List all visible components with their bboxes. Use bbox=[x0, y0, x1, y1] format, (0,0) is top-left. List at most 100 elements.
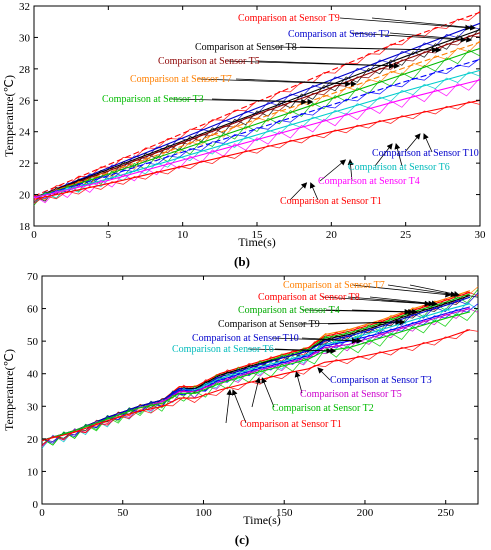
annotation-arrow bbox=[409, 284, 461, 297]
annotation-arrow bbox=[251, 377, 261, 408]
annotation-arrow bbox=[235, 78, 357, 87]
measured-line-t1 bbox=[33, 101, 481, 204]
annotation-arrow bbox=[231, 389, 247, 424]
annotation-label: Comparison at Sensor T4 bbox=[238, 305, 340, 316]
annotation-arrow bbox=[347, 159, 354, 182]
series-line-t7 bbox=[33, 41, 481, 199]
annotation-label: Comparison at Sensor T6 bbox=[348, 162, 450, 173]
annotation-label: Comparison at Sensor T8 bbox=[195, 42, 297, 53]
annotation-arrow bbox=[394, 143, 403, 167]
annotation-label: Comparison at Sensor T3 bbox=[102, 94, 204, 105]
x-tick-label: 0 bbox=[39, 507, 45, 519]
annotation-arrow bbox=[369, 296, 438, 307]
annotation-label: Comparison at Sensor T9 bbox=[218, 319, 320, 330]
annotation-label: Comparison at Sensor T5 bbox=[300, 389, 402, 400]
x-tick-label: 25 bbox=[400, 229, 412, 241]
annotation-arrow bbox=[371, 17, 477, 31]
annotation-arrow bbox=[299, 46, 442, 53]
panel-label-c: (c) bbox=[235, 532, 249, 547]
annotation-arrow bbox=[321, 296, 431, 307]
y-tick-labels: 0 10 20 30 40 50 60 70 bbox=[27, 271, 478, 511]
measured-line-t5 bbox=[41, 307, 479, 447]
x-tick-label: 200 bbox=[357, 507, 374, 519]
y-tick-label: 26 bbox=[19, 95, 31, 107]
annotation-label: Comparison at Sensor T1 bbox=[240, 419, 342, 430]
series-line-t10 bbox=[33, 58, 481, 199]
annotation-arrow bbox=[294, 371, 303, 394]
annotation-label: Comparison at Sensor T10 bbox=[192, 333, 299, 344]
series-line-t2 bbox=[41, 311, 471, 442]
y-tick-label: 18 bbox=[19, 221, 31, 233]
x-axis-label: Time(s) bbox=[243, 513, 281, 527]
series-line-t1 bbox=[33, 99, 481, 200]
y-tick-label: 22 bbox=[19, 158, 30, 170]
annotation-arrow bbox=[211, 98, 314, 105]
annotation-label: Comparison at Sensor T10 bbox=[372, 148, 479, 159]
y-tick-label: 10 bbox=[27, 466, 39, 478]
annotation-arrow bbox=[387, 284, 457, 298]
annotation-arrow bbox=[197, 78, 352, 87]
annotation-labels: Comparison at Sensor T9 Comparison at Sen… bbox=[102, 13, 479, 207]
annotation-label: Comparison at Sensor T6 bbox=[172, 344, 274, 355]
annotation-label: Comparison at Sensor T3 bbox=[330, 375, 432, 386]
annotation-label: Comparison at Sensor T7 bbox=[283, 280, 385, 291]
x-tick-label: 20 bbox=[326, 229, 338, 241]
series-line-t8 bbox=[33, 29, 481, 199]
series-lines bbox=[41, 286, 479, 449]
annotation-arrow bbox=[351, 32, 467, 43]
annotation-label: Comparison at Sensor T1 bbox=[280, 196, 382, 207]
series-line-t4 bbox=[33, 79, 481, 199]
annotation-arrow bbox=[389, 32, 473, 43]
annotation-label: Comparison at Sensor T8 bbox=[258, 292, 360, 303]
x-tick-label: 250 bbox=[437, 507, 454, 519]
annotation-arrow bbox=[257, 60, 400, 69]
annotation-label: Comparison at Sensor T2 bbox=[288, 29, 390, 40]
y-tick-label: 50 bbox=[27, 336, 39, 348]
annotation-arrows bbox=[225, 284, 461, 424]
y-tick-label: 20 bbox=[27, 434, 39, 446]
series-line-t5 bbox=[33, 32, 481, 199]
annotation-label: Comparison at Sensor T5 bbox=[158, 56, 260, 67]
annotation-arrow bbox=[347, 296, 435, 307]
annotation-arrow bbox=[374, 143, 393, 167]
measured-line-t10 bbox=[33, 58, 481, 200]
plot-frame bbox=[33, 5, 481, 227]
x-tick-label: 0 bbox=[31, 229, 37, 241]
annotation-arrow bbox=[339, 17, 472, 31]
y-tick-label: 28 bbox=[19, 64, 31, 76]
x-tick-label: 5 bbox=[106, 229, 112, 241]
annotation-arrow bbox=[274, 347, 337, 354]
y-tick-label: 30 bbox=[27, 401, 39, 413]
annotation-arrow bbox=[317, 367, 331, 381]
x-tick-label: 100 bbox=[195, 507, 212, 519]
annotation-arrow bbox=[309, 182, 319, 201]
panel-label-b: (b) bbox=[234, 254, 250, 269]
y-tick-label: 0 bbox=[33, 499, 39, 511]
series-line-t3 bbox=[33, 47, 481, 199]
annotation-arrow bbox=[301, 337, 363, 344]
x-tick-label: 150 bbox=[276, 507, 293, 519]
annotation-arrow bbox=[289, 182, 308, 201]
x-tick-labels: 0 5 10 15 20 25 30 bbox=[31, 6, 486, 241]
annotation-label: Comparison at Sensor T7 bbox=[130, 74, 232, 85]
annotation-arrow bbox=[271, 337, 358, 344]
y-tick-label: 24 bbox=[19, 127, 31, 139]
series-lines bbox=[33, 10, 481, 206]
annotation-label: Comparison at Sensor T9 bbox=[238, 13, 340, 24]
y-tick-label: 70 bbox=[27, 271, 39, 283]
series-line-t6 bbox=[33, 69, 481, 199]
chart-panel-b: 0 5 10 15 20 25 30 18 20 22 24 26 28 30 32 Time(s) Te… bbox=[2, 1, 486, 269]
annotation-arrow bbox=[423, 133, 433, 153]
y-tick-label: 20 bbox=[19, 190, 31, 202]
x-tick-label: 30 bbox=[475, 229, 487, 241]
annotation-arrow bbox=[319, 159, 347, 182]
y-axis-label: Temperature(℃) bbox=[2, 349, 16, 431]
annotation-label: Comparison at Sensor T4 bbox=[318, 176, 420, 187]
annotation-arrows bbox=[169, 17, 477, 201]
measured-line-t4 bbox=[33, 77, 481, 204]
y-tick-label: 60 bbox=[27, 304, 39, 316]
y-tick-label: 40 bbox=[27, 369, 39, 381]
